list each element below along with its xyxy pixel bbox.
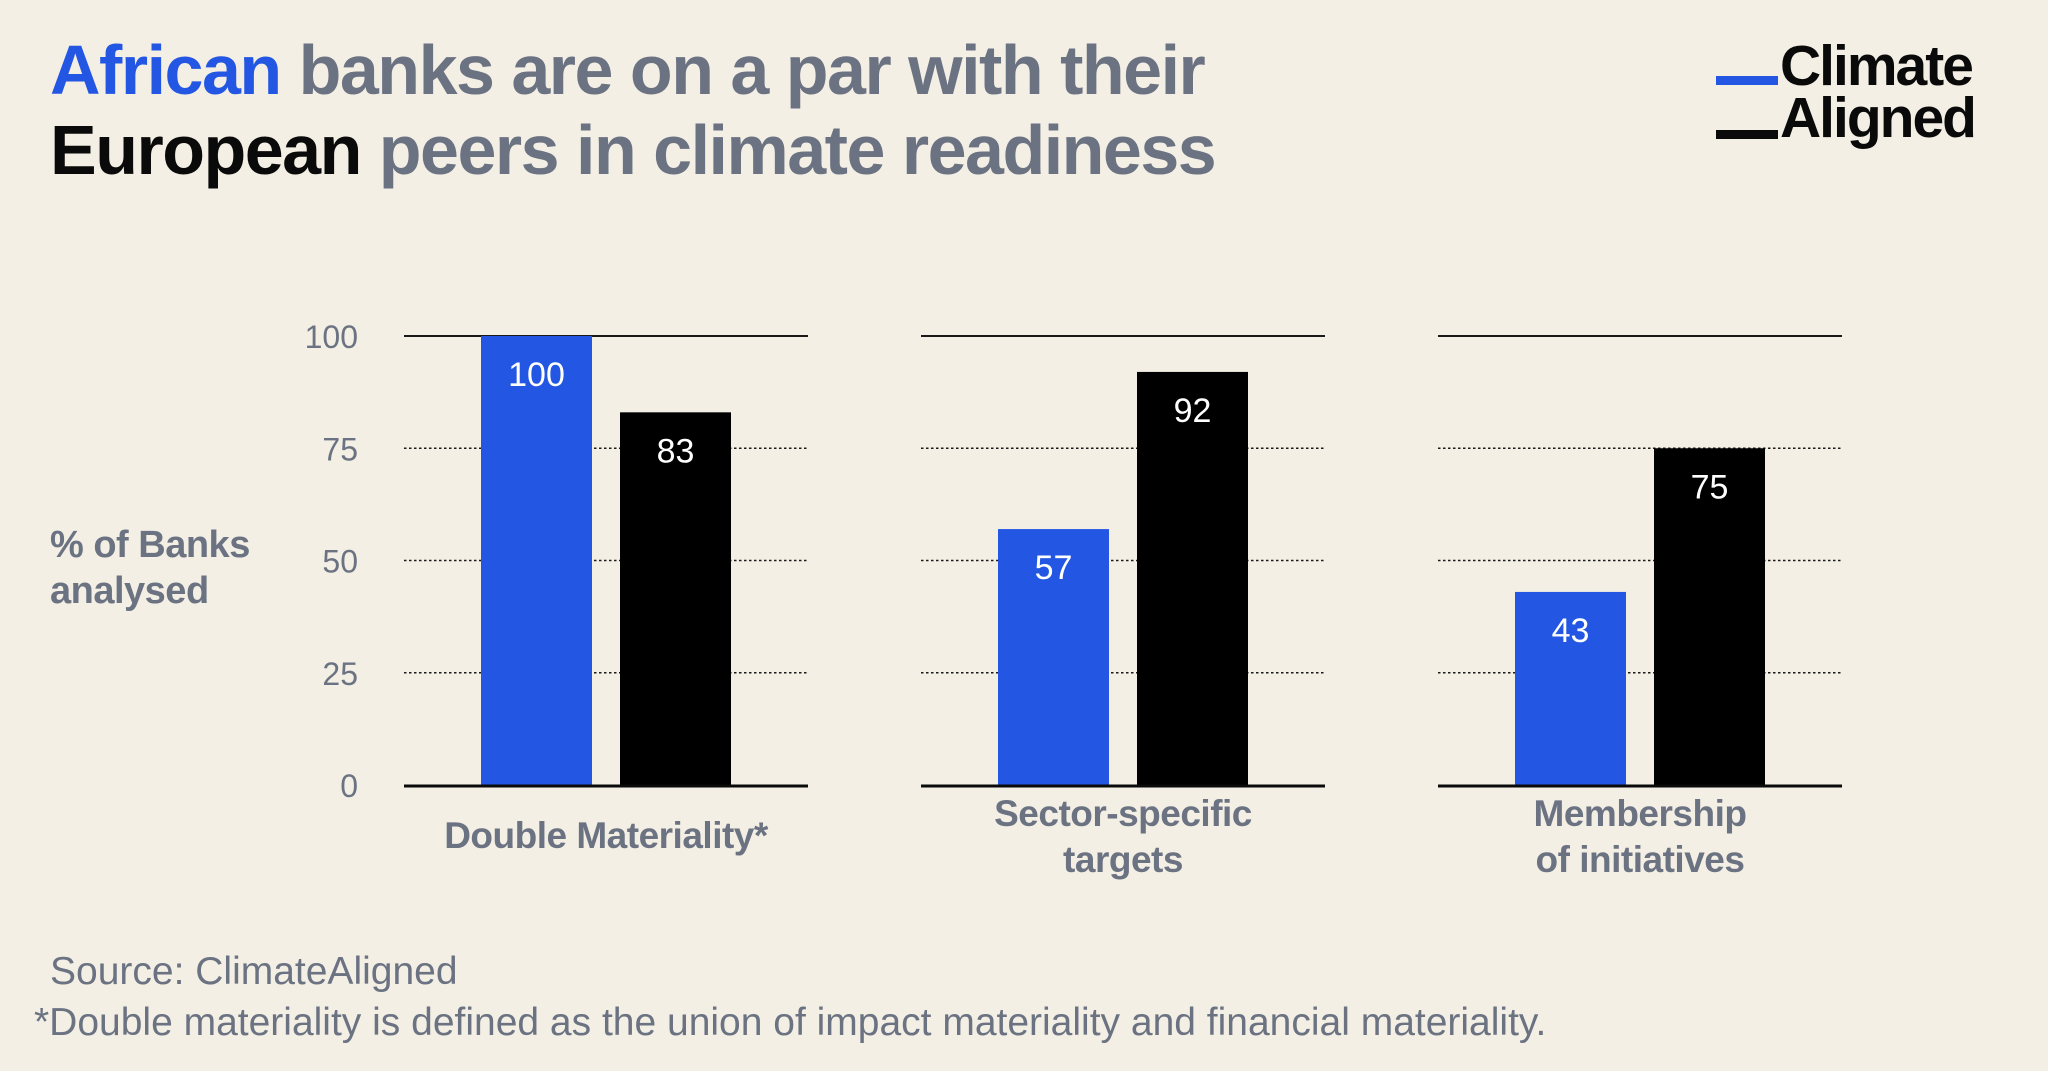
title-line2-rest: peers in climate readiness [360,111,1217,189]
title-highlight-european: European [50,111,362,189]
data-label: 83 [657,432,695,470]
bar [620,412,731,785]
title-line1-rest: banks are on a par with their [280,31,1206,109]
category-label: Sector-specific [994,793,1252,834]
data-label: 100 [508,356,565,394]
logo-word-climate: Climate [1780,34,1974,98]
y-tick-label: 100 [305,319,358,355]
data-label: 57 [1035,549,1073,587]
bar [998,529,1109,785]
y-axis-label: % of Banks analysed [50,524,250,612]
y-tick-label: 25 [322,656,358,692]
logo-word-aligned: Aligned [1780,86,1977,150]
category-label: of initiatives [1536,839,1745,880]
y-tick-label: 50 [322,544,358,580]
logo-black-dash [1716,130,1778,139]
chart-title: African banks are on a par with their Eu… [50,30,1217,190]
bar [481,336,592,785]
data-label: 75 [1691,468,1729,506]
category-label: Double Materiality* [444,815,769,856]
climate-aligned-logo: Climate Aligned [1716,36,1996,148]
category-label: Membership [1534,793,1747,834]
source-note: Source: ClimateAligned [50,950,458,993]
bar [1515,591,1626,785]
category-label: targets [1063,839,1183,880]
bar [1654,448,1765,785]
data-label: 43 [1552,612,1590,650]
data-label: 92 [1174,392,1212,430]
y-tick-label: 75 [322,431,358,467]
bar [1137,371,1248,785]
footnote: *Double materiality is defined as the un… [34,1001,1547,1044]
title-highlight-african: African [50,31,282,109]
logo-blue-dash [1716,76,1778,85]
y-tick-label: 0 [340,768,358,804]
